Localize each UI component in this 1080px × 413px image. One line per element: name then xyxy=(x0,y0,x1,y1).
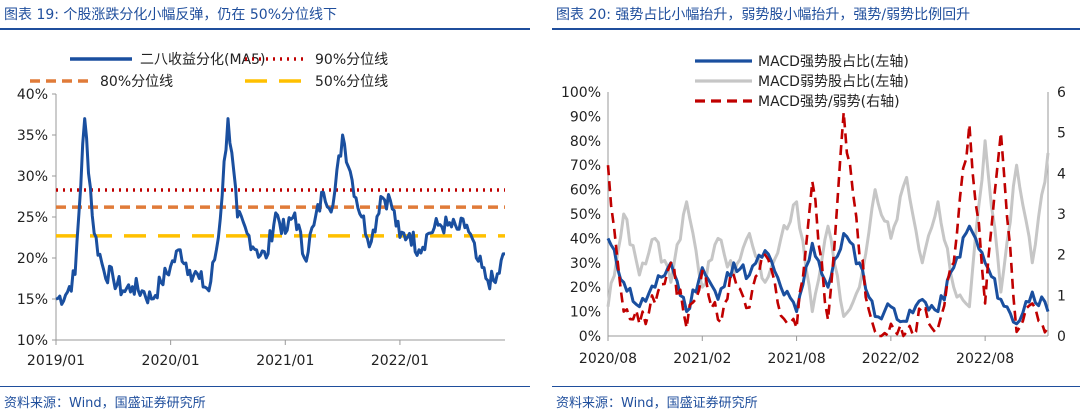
right-y-left-tick-label: 50% xyxy=(570,207,601,223)
right-y-right-tick-label: 1 xyxy=(1057,288,1066,304)
left-chart-svg: 10% 15% 20% 25% 30% 35% 40% 2019/01 2020/01 2021/… xyxy=(17,52,505,369)
left-legend-label: 90%分位线 xyxy=(315,52,388,68)
right-y-right-tick-label: 5 xyxy=(1057,126,1066,142)
right-y-left-tick-label: 100% xyxy=(561,85,601,101)
right-series-line xyxy=(606,224,1050,326)
right-y-right-tick-label: 6 xyxy=(1057,85,1066,101)
right-source-divider xyxy=(552,386,1080,387)
left-chart-title: 图表 19: 个股涨跌分化小幅反弹，仍在 50%分位线下 xyxy=(4,7,337,23)
right-y-left-tick-label: 70% xyxy=(570,158,601,174)
right-y-right-tick-label: 3 xyxy=(1057,207,1066,223)
right-y-left-tick-label: 60% xyxy=(570,183,601,199)
left-x-tick-label: 2019/01 xyxy=(27,353,85,369)
left-legend-label: 50%分位线 xyxy=(315,74,388,90)
left-x-tick-label: 2021/01 xyxy=(256,353,314,369)
right-title-divider xyxy=(552,28,1080,30)
right-series-line xyxy=(606,111,1050,338)
right-y-left-tick-label: 40% xyxy=(570,231,601,247)
left-y-tick-label: 30% xyxy=(17,169,48,185)
right-chart-panel: 图表 20: 强势占比小幅抬升，弱势股小幅抬升，强势/弱势比例回升 0% 10% 2… xyxy=(552,0,1080,413)
left-y-tick-label: 10% xyxy=(17,333,48,349)
right-legend-label: MACD强势/弱势(右轴) xyxy=(758,94,900,110)
right-chart-title: 图表 20: 强势占比小幅抬升，弱势股小幅抬升，强势/弱势比例回升 xyxy=(556,7,971,23)
left-y-tick-label: 20% xyxy=(17,251,48,267)
right-legend-label: MACD强势股占比(左轴) xyxy=(758,54,909,70)
right-x-tick-label: 2022/08 xyxy=(956,351,1014,367)
left-x-tick-label: 2020/01 xyxy=(142,353,200,369)
right-legend-label: MACD弱势股占比(左轴) xyxy=(758,74,909,90)
right-y-left-tick-label: 0% xyxy=(579,329,601,345)
right-x-tick-label: 2021/08 xyxy=(767,351,825,367)
right-x-tick-label: 2021/02 xyxy=(673,351,731,367)
right-y-left-tick-label: 90% xyxy=(570,109,601,125)
left-y-tick-label: 15% xyxy=(17,292,48,308)
right-series-line xyxy=(606,139,1050,318)
left-y-tick-label: 25% xyxy=(17,210,48,226)
right-x-tick-label: 2022/02 xyxy=(862,351,920,367)
right-y-left-tick-label: 10% xyxy=(570,305,601,321)
right-y-right-tick-label: 2 xyxy=(1057,248,1066,264)
left-legend-label: 80%分位线 xyxy=(100,74,173,90)
left-chart-panel: 图表 19: 个股涨跌分化小幅反弹，仍在 50%分位线下 10% 15% 20% 25… xyxy=(0,0,530,413)
left-title-divider xyxy=(0,28,530,30)
right-source-text: 资料来源：Wind，国盛证券研究所 xyxy=(556,396,758,411)
left-legend-label: 二八收益分化(MA5) xyxy=(140,52,266,68)
right-y-left-tick-label: 20% xyxy=(570,280,601,296)
left-x-tick-label: 2022/01 xyxy=(371,353,429,369)
right-x-tick-label: 2020/08 xyxy=(579,351,637,367)
right-y-left-tick-label: 80% xyxy=(570,134,601,150)
left-source-divider xyxy=(0,386,530,387)
right-y-right-tick-label: 0 xyxy=(1057,329,1066,345)
right-chart-svg: 0% 10% 20% 30% 40% 50% 60% 70% 80% 90% 100% 0 1 2 3 4 5 6… xyxy=(561,54,1066,367)
right-y-right-tick-label: 4 xyxy=(1057,166,1066,182)
right-y-left-tick-label: 30% xyxy=(570,256,601,272)
left-y-tick-label: 35% xyxy=(17,128,48,144)
left-series-line xyxy=(55,117,505,306)
left-source-text: 资料来源：Wind，国盛证券研究所 xyxy=(4,396,206,411)
left-y-tick-label: 40% xyxy=(17,87,48,103)
